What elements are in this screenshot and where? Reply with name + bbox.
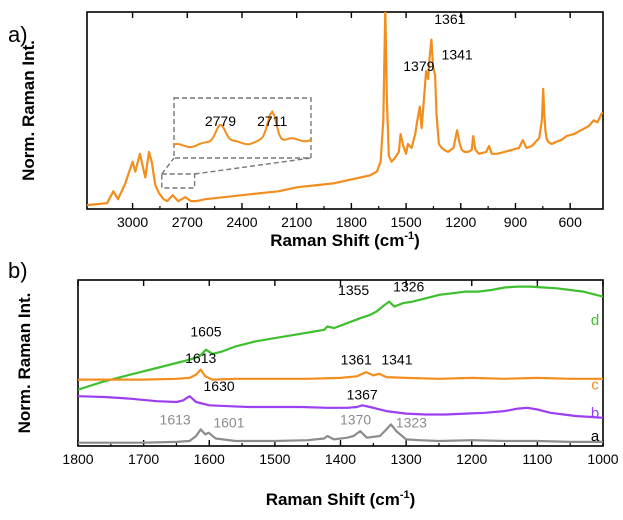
inset-trace [173,109,312,149]
x-tick-label: 2700 [172,214,203,230]
peak-label: 1367 [347,387,378,403]
peak-label: 1341 [381,352,412,368]
x-axis-title: Raman Shift (cm-1) [266,489,416,509]
x-tick-label: 1000 [587,451,618,467]
series-label: b [591,405,599,422]
x-tick-label: 1800 [336,214,367,230]
peak-label: 1605 [190,323,221,339]
y-axis-title: Norm. Raman Int. [19,40,38,181]
x-tick-label: 1200 [456,451,487,467]
plot-area [78,285,603,444]
x-tick-label: 1400 [325,451,356,467]
series-line-s0 [87,12,603,207]
x-tick-label: 1500 [391,214,422,230]
x-tick-label: 1300 [391,451,422,467]
series-line-b [78,395,603,419]
peak-label: 1613 [160,411,191,427]
peak-label: 1601 [213,415,244,431]
peak-label: 1341 [442,46,473,62]
series-label: c [591,377,599,394]
panel-label: a) [8,22,28,47]
peak-label: 1326 [393,279,424,295]
y-axis-title: Norm. Raman Int. [15,293,34,434]
x-tick-label: 1500 [259,451,290,467]
panel-b: b) 1800 1700 1600 1500 1400 1300 1200 1100 1000 Ra… [8,258,619,509]
peak-label: 1355 [338,282,369,298]
x-tick-label: 1200 [445,214,476,230]
x-tick-label: 1600 [194,451,225,467]
peak-label: 1361 [341,352,372,368]
x-tick-label: 1700 [128,451,159,467]
peak-label: 1379 [403,58,434,74]
plot-frame [86,11,604,210]
series-line-c [78,368,603,381]
x-tick-label: 1100 [522,451,552,467]
x-tick-label: 600 [559,214,583,230]
inset-connector [194,157,312,175]
x-tick-label: 2400 [226,214,257,230]
series-label: d [591,312,599,329]
x-tick-label: 3000 [117,214,148,230]
inset-box [173,97,312,159]
x-axis-title: Raman Shift (cm-1) [270,230,420,250]
inset-peak-label: 2779 [205,113,236,129]
plot-area [87,12,603,207]
series-line-a [78,423,603,444]
series-line-d [78,285,603,391]
x-tick-label: 1800 [62,451,93,467]
peak-label: 1370 [340,411,371,427]
peak-label: 1613 [185,350,216,366]
panel-a: a) 3000 2700 2400 2100 1800 1500 1200 900 600 Rama… [8,11,604,250]
inset-source-box [161,173,196,189]
inset-connector [161,157,175,175]
x-tick-label: 900 [504,214,528,230]
inset-peak-label: 2711 [257,113,287,129]
panel-label: b) [8,258,28,283]
peak-label: 1323 [396,415,427,431]
x-tick-label: 2100 [281,214,312,230]
peak-label: 1630 [204,378,235,394]
series-label: a [591,428,600,445]
peak-label: 1361 [434,11,465,27]
